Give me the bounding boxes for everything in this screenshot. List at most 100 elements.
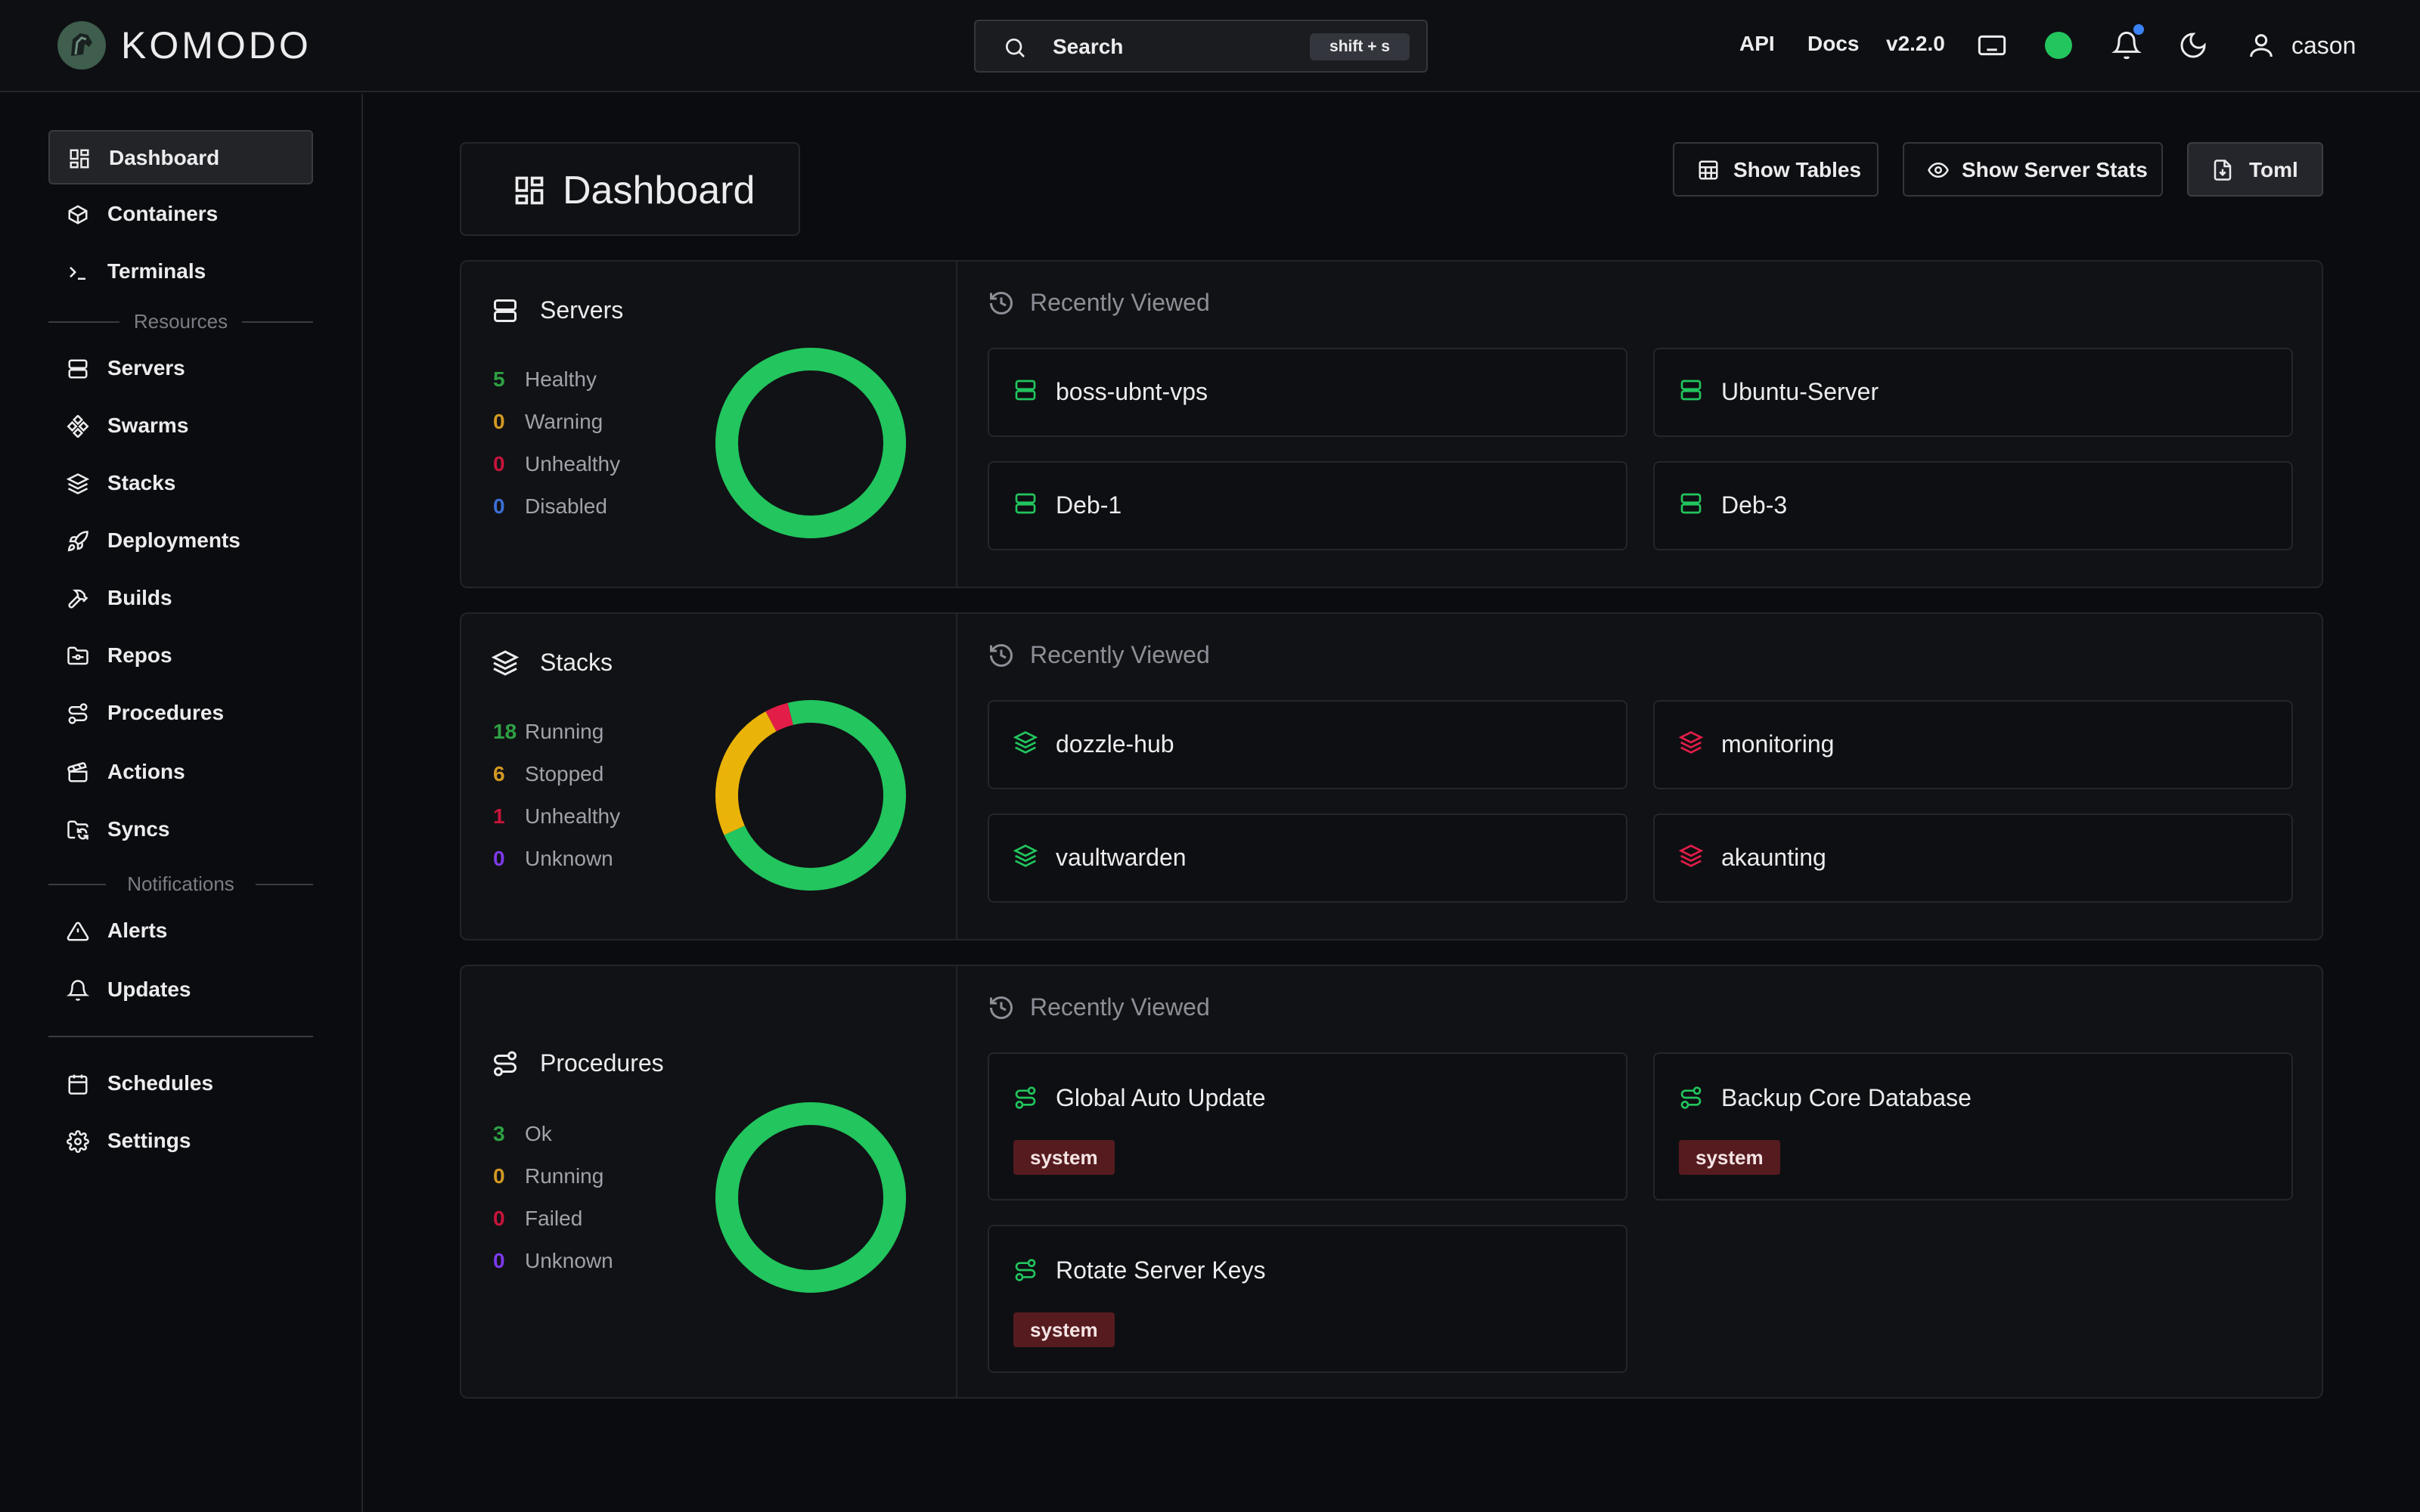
recent-stack-card[interactable]: akaunting bbox=[1653, 813, 2293, 903]
show-tables-button[interactable]: Show Tables bbox=[1673, 142, 1879, 197]
app-name: KOMODO bbox=[121, 24, 312, 67]
sidebar-item-swarms[interactable]: Swarms bbox=[48, 399, 313, 454]
recent-stack-card[interactable]: monitoring bbox=[1653, 700, 2293, 789]
route-icon bbox=[1015, 1086, 1036, 1109]
recent-server-card[interactable]: boss-ubnt-vps bbox=[988, 348, 1627, 437]
servers-recently-viewed: Recently Viewed bbox=[988, 289, 1210, 317]
sidebar-item-updates[interactable]: Updates bbox=[48, 963, 313, 1018]
sidebar-item-actions[interactable]: Actions bbox=[48, 745, 313, 800]
donut-segment-stopped bbox=[715, 700, 906, 891]
server-icon bbox=[1680, 493, 1702, 514]
clapperboard-icon bbox=[67, 762, 88, 782]
bell-icon[interactable] bbox=[2111, 30, 2142, 60]
procedures-section: Procedures 3 Ok 0 Running 0 Failed 0 Unknown… bbox=[460, 965, 2323, 1399]
notification-badge bbox=[2131, 22, 2146, 37]
sidebar-item-builds[interactable]: Builds bbox=[48, 572, 313, 626]
sidebar-item-label: Settings bbox=[107, 1129, 191, 1152]
sidebar-item-servers[interactable]: Servers bbox=[48, 342, 313, 396]
stat-value: 18 bbox=[493, 720, 517, 743]
card-name: Ubuntu-Server bbox=[1721, 378, 1879, 405]
sidebar-item-containers[interactable]: Containers bbox=[48, 187, 313, 242]
stacks-summary-panel[interactable]: Stacks 18 Running 6 Stopped 1 Unhealthy 0 Un… bbox=[461, 614, 957, 939]
recent-stack-card[interactable]: dozzle-hub bbox=[988, 700, 1627, 789]
sidebar-item-label: Dashboard bbox=[109, 146, 220, 169]
stat-unhealthy: 1 Unhealthy bbox=[493, 804, 620, 829]
server-icon bbox=[1015, 380, 1036, 401]
stat-warning: 0 Warning bbox=[493, 410, 603, 434]
toml-button[interactable]: Toml bbox=[2187, 142, 2323, 197]
terminal-icon bbox=[70, 266, 85, 280]
show-tables-label: Show Tables bbox=[1733, 158, 1862, 181]
sidebar-item-settings[interactable]: Settings bbox=[48, 1114, 313, 1169]
card-name: boss-ubnt-vps bbox=[1056, 378, 1208, 405]
recent-server-card[interactable]: Deb-3 bbox=[1653, 461, 2293, 550]
recently-viewed-title: Recently Viewed bbox=[1030, 993, 1210, 1021]
stacks-header: Stacks bbox=[492, 649, 613, 677]
stat-value: 0 bbox=[493, 1249, 505, 1272]
stat-label: Warning bbox=[525, 410, 603, 433]
sidebar-item-label: Deployments bbox=[107, 528, 240, 552]
api-link[interactable]: API bbox=[1739, 32, 1775, 55]
user-icon[interactable] bbox=[2246, 30, 2276, 60]
folder-sync-icon bbox=[67, 820, 88, 840]
sidebar-item-dashboard[interactable]: Dashboard bbox=[48, 130, 313, 184]
rocket-icon bbox=[67, 531, 88, 552]
search-bar[interactable]: Search shift + s bbox=[974, 20, 1428, 73]
calendar-icon bbox=[68, 1074, 88, 1095]
card-name: akaunting bbox=[1721, 844, 1826, 871]
sidebar-item-syncs[interactable]: Syncs bbox=[48, 803, 313, 857]
sidebar-item-deployments[interactable]: Deployments bbox=[48, 514, 313, 569]
recent-procedure-card[interactable]: Backup Core Database system bbox=[1653, 1052, 2293, 1201]
layers-icon bbox=[1679, 844, 1703, 867]
recent-stack-card[interactable]: vaultwarden bbox=[988, 813, 1627, 903]
sidebar-item-label: Swarms bbox=[107, 414, 189, 437]
sidebar-item-label: Syncs bbox=[107, 817, 170, 841]
notifications-section-label: Notifications bbox=[48, 872, 313, 895]
search-shortcut-badge: shift + s bbox=[1310, 33, 1410, 60]
sidebar-item-schedules[interactable]: Schedules bbox=[48, 1057, 313, 1111]
route-icon bbox=[68, 703, 88, 724]
recent-procedure-card[interactable]: Rotate Server Keys system bbox=[988, 1225, 1627, 1373]
sidebar-item-stacks[interactable]: Stacks bbox=[48, 457, 313, 511]
app-logo[interactable]: KOMODO bbox=[57, 21, 312, 70]
recent-server-card[interactable]: Deb-1 bbox=[988, 461, 1627, 550]
tag-badge[interactable]: system bbox=[1013, 1140, 1115, 1175]
recent-procedure-card[interactable]: Global Auto Update system bbox=[988, 1052, 1627, 1201]
swarm-icon bbox=[67, 415, 89, 438]
layers-icon bbox=[1013, 844, 1038, 867]
sidebar-item-procedures[interactable]: Procedures bbox=[48, 686, 313, 741]
stat-label: Stopped bbox=[525, 762, 604, 785]
stat-label: Unknown bbox=[525, 847, 613, 870]
docs-link[interactable]: Docs bbox=[1807, 32, 1860, 55]
sidebar-item-repos[interactable]: Repos bbox=[48, 629, 313, 683]
tag-badge[interactable]: system bbox=[1013, 1312, 1115, 1347]
hammer-icon bbox=[68, 589, 88, 609]
show-server-stats-button[interactable]: Show Server Stats bbox=[1903, 142, 2163, 197]
stat-value: 3 bbox=[493, 1122, 505, 1145]
procedures-summary-panel[interactable]: Procedures 3 Ok 0 Running 0 Failed 0 Unknown bbox=[461, 966, 957, 1397]
sidebar-item-label: Servers bbox=[107, 356, 185, 380]
stat-label: Ok bbox=[525, 1122, 552, 1145]
moon-icon[interactable] bbox=[2178, 30, 2208, 60]
recent-server-card[interactable]: Ubuntu-Server bbox=[1653, 348, 2293, 437]
version-link[interactable]: v2.2.0 bbox=[1886, 32, 1945, 55]
card-name: Deb-3 bbox=[1721, 491, 1788, 519]
sidebar-item-label: Stacks bbox=[107, 471, 176, 494]
donut-segment-unhealthy bbox=[715, 700, 906, 891]
servers-summary-panel[interactable]: Servers 5 Healthy 0 Warning 0 Unhealthy 0 Di… bbox=[461, 262, 957, 587]
stat-label: Failed bbox=[525, 1207, 583, 1230]
stat-running: 0 Running bbox=[493, 1164, 603, 1188]
stat-label: Healthy bbox=[525, 367, 597, 391]
stat-stopped: 6 Stopped bbox=[493, 762, 603, 786]
servers-header: Servers bbox=[492, 296, 623, 324]
stat-value: 5 bbox=[493, 367, 505, 391]
keyboard-icon[interactable] bbox=[1977, 30, 2007, 60]
stat-label: Unknown bbox=[525, 1249, 613, 1272]
sidebar-item-terminals[interactable]: Terminals bbox=[48, 245, 313, 299]
sidebar-item-alerts[interactable]: Alerts bbox=[48, 904, 313, 959]
server-icon bbox=[1680, 380, 1702, 401]
connection-status-indicator[interactable] bbox=[2045, 32, 2072, 59]
sidebar-item-label: Containers bbox=[107, 202, 219, 225]
user-name[interactable]: cason bbox=[2291, 32, 2356, 59]
tag-badge[interactable]: system bbox=[1679, 1140, 1780, 1175]
